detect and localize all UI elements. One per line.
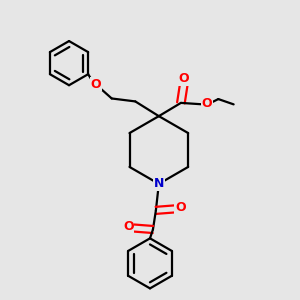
Text: O: O xyxy=(202,97,212,110)
Text: N: N xyxy=(154,177,164,190)
Text: O: O xyxy=(91,78,101,91)
Text: O: O xyxy=(175,201,186,214)
Text: O: O xyxy=(123,220,134,233)
Text: O: O xyxy=(178,72,189,85)
